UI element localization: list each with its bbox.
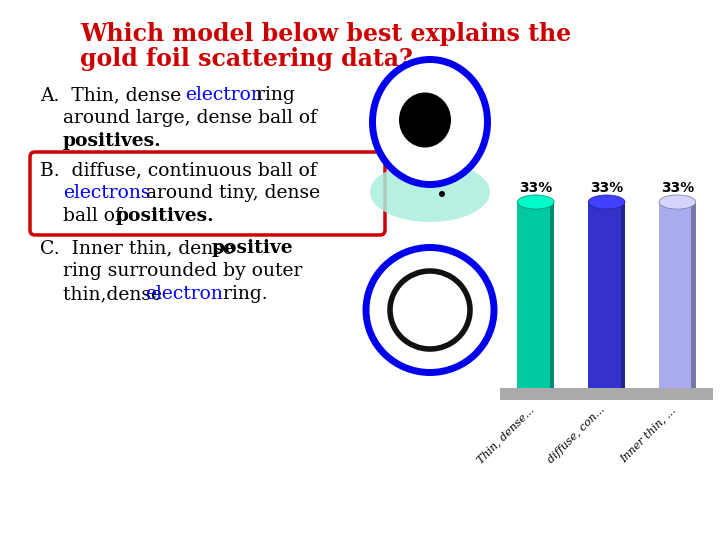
Text: 33%: 33% bbox=[661, 181, 694, 195]
Text: positive: positive bbox=[212, 239, 294, 257]
Text: B.  diffuse, continuous ball of: B. diffuse, continuous ball of bbox=[40, 161, 317, 179]
Ellipse shape bbox=[390, 271, 470, 349]
Text: C.  Inner thin, dense: C. Inner thin, dense bbox=[40, 239, 240, 257]
Text: 33%: 33% bbox=[590, 181, 624, 195]
Ellipse shape bbox=[439, 191, 445, 197]
Text: electron: electron bbox=[185, 86, 263, 104]
Bar bbox=[588, 202, 625, 388]
Text: ring: ring bbox=[250, 86, 294, 104]
Text: thin,dense: thin,dense bbox=[63, 285, 168, 303]
Bar bbox=[659, 202, 696, 388]
Bar bbox=[691, 202, 696, 388]
Ellipse shape bbox=[518, 195, 554, 209]
Text: electrons: electrons bbox=[63, 184, 150, 202]
Text: 33%: 33% bbox=[519, 181, 552, 195]
Text: positives.: positives. bbox=[63, 132, 161, 150]
Text: A.  Thin, dense: A. Thin, dense bbox=[40, 86, 187, 104]
Text: gold foil scattering data?: gold foil scattering data? bbox=[80, 47, 413, 71]
Text: electron: electron bbox=[145, 285, 223, 303]
Bar bbox=[550, 202, 554, 388]
Ellipse shape bbox=[370, 162, 490, 222]
Text: ball of: ball of bbox=[63, 207, 128, 225]
Bar bbox=[621, 202, 625, 388]
Text: positives.: positives. bbox=[116, 207, 215, 225]
Ellipse shape bbox=[366, 247, 494, 373]
Ellipse shape bbox=[399, 92, 451, 147]
Text: around tiny, dense: around tiny, dense bbox=[140, 184, 320, 202]
Ellipse shape bbox=[372, 59, 487, 185]
Bar bbox=[518, 202, 554, 388]
Text: Which model below best explains the: Which model below best explains the bbox=[80, 22, 571, 46]
Text: around large, dense ball of: around large, dense ball of bbox=[63, 109, 317, 127]
Bar bbox=[500, 388, 713, 400]
Ellipse shape bbox=[659, 195, 696, 209]
Text: ring surrounded by outer: ring surrounded by outer bbox=[63, 262, 302, 280]
Ellipse shape bbox=[588, 195, 625, 209]
Text: ring.: ring. bbox=[217, 285, 268, 303]
